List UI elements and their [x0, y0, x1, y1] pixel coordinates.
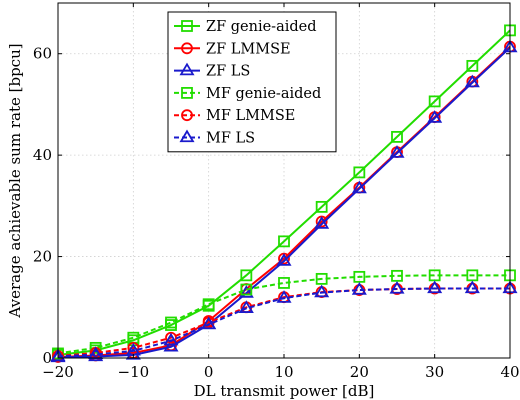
data-point: [163, 332, 179, 346]
data-point: [315, 272, 328, 285]
legend-label: ZF genie-aided: [206, 19, 317, 35]
data-point: [427, 110, 443, 123]
legend-label: ZF LS: [206, 64, 250, 80]
data-point: [466, 59, 479, 72]
data-point: [353, 270, 366, 283]
data-point: [315, 200, 328, 213]
data-point: [464, 74, 480, 88]
series-line: [57, 29, 511, 356]
legend-item: ZF LMMSE: [174, 41, 291, 57]
series-line: [57, 287, 510, 358]
legend-marker: [181, 20, 193, 32]
x-tick-label: −20: [42, 363, 74, 381]
data-point: [50, 348, 66, 362]
data-point: [464, 280, 480, 294]
x-tick-label: 30: [425, 363, 444, 381]
y-axis-label: Average achievable sum rate [bpcu]: [6, 43, 24, 318]
data-point: [163, 338, 179, 352]
legend-label: MF LMMSE: [206, 108, 295, 124]
legend-label: ZF LMMSE: [206, 41, 291, 57]
data-point: [314, 216, 330, 229]
data-point: [427, 280, 443, 294]
data-point: [428, 95, 441, 108]
data-point: [351, 282, 367, 295]
x-axis-label: DL transmit power [dB]: [194, 382, 375, 400]
data-point: [127, 341, 140, 354]
legend-marker: [181, 87, 193, 99]
data-point: [165, 316, 177, 329]
legend-label: MF genie-aided: [206, 86, 321, 102]
data-point: [278, 235, 290, 248]
data-point: [466, 269, 479, 282]
data-point: [278, 277, 290, 289]
legend-item: MF LMMSE: [174, 108, 295, 124]
y-tick-label: 0: [42, 349, 52, 367]
data-point: [428, 269, 441, 282]
data-point: [391, 269, 403, 282]
legend-marker: [179, 62, 195, 76]
legend-marker: [181, 109, 193, 122]
legend-item: ZF LS: [174, 62, 250, 80]
legend-label: MF LS: [206, 131, 255, 147]
data-point: [202, 298, 215, 311]
data-point: [238, 285, 254, 298]
legend: ZF genie-aided ZF LMMSE ZF LS MF genie-aide…: [167, 11, 337, 153]
data-point: [391, 130, 403, 143]
x-tick-label: −10: [118, 363, 150, 381]
data-point: [240, 283, 253, 296]
y-tick-label: 40: [33, 146, 52, 164]
legend-item: MF genie-aided: [174, 86, 321, 102]
legend-box: [167, 11, 337, 153]
x-tick-label: 10: [274, 363, 293, 381]
x-tick-label: 20: [350, 363, 369, 381]
legend-marker: [179, 129, 195, 143]
series-layer: [50, 24, 518, 363]
legend-marker: [181, 42, 193, 55]
data-point: [238, 300, 254, 313]
data-point: [276, 290, 292, 303]
y-tick-label: 60: [33, 45, 52, 63]
legend-item: ZF genie-aided: [174, 19, 317, 35]
data-point: [240, 269, 253, 282]
data-point: [351, 180, 367, 194]
axis-ticks: −20 −10 0 10 20 30 40 0 20 40 60: [33, 3, 520, 381]
x-tick-label: 40: [500, 363, 519, 381]
data-point: [314, 284, 330, 298]
series: [52, 269, 516, 360]
data-point: [389, 281, 405, 294]
y-tick-label: 20: [33, 248, 52, 266]
data-point: [89, 341, 102, 354]
data-point: [201, 316, 217, 330]
series: [50, 280, 518, 362]
data-point: [353, 166, 366, 179]
x-tick-label: 0: [204, 363, 214, 381]
legend-item: MF LS: [174, 129, 255, 147]
data-point: [276, 253, 292, 266]
data-point: [389, 145, 405, 158]
data-point: [125, 346, 141, 360]
